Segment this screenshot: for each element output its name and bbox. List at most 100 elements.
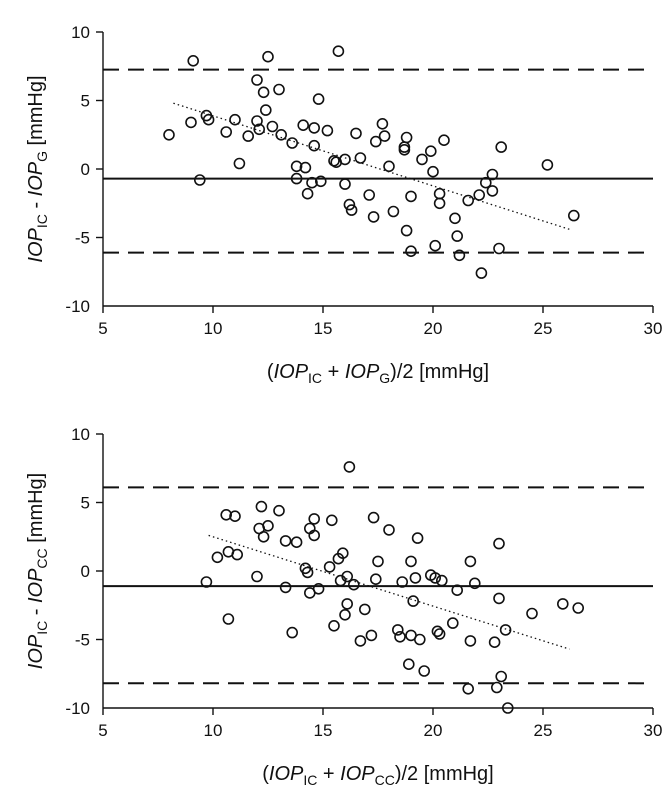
chart-1-data-point <box>343 198 356 211</box>
chart-2-data-point <box>490 681 503 694</box>
chart-1-xlabel-ref-sub: G <box>379 370 390 386</box>
chart-2-xlabel-post: )/2 [mmHg] <box>395 763 494 785</box>
chart-1-xlabel-ref: IOP <box>345 361 380 383</box>
chart-1-data-point <box>438 134 450 146</box>
chart-1-data-point <box>416 153 428 166</box>
chart-1-xtick-label: 30 <box>644 319 663 338</box>
chart-1-ylabel-ref: IOP <box>25 161 47 196</box>
chart-1-data-point <box>314 175 327 188</box>
chart-1-data-point <box>486 168 499 181</box>
chart-2-data-point <box>347 578 360 591</box>
chart-1-data-point <box>275 129 288 141</box>
chart-1-data-point <box>185 116 197 129</box>
chart-1-ylabel-mid: - <box>25 196 47 214</box>
chart-1-data-point <box>383 160 395 173</box>
chart-2-data-point <box>413 633 426 646</box>
chart-1-data-point <box>378 130 391 142</box>
chart-2-data-point <box>383 524 395 536</box>
chart-2-xtick-label: 10 <box>204 721 223 740</box>
chart-1-data-point <box>339 153 351 166</box>
chart-2-data-point <box>526 607 538 620</box>
chart-2-y-axis-label: IOPIC - IOPCC [mmHg] <box>25 473 50 669</box>
chart-1-data-point <box>433 197 446 210</box>
chart-1-data-point <box>376 118 389 130</box>
chart-2-data-point <box>556 598 569 610</box>
chart-1-axes <box>102 32 653 307</box>
chart-2-data-point <box>429 572 442 584</box>
chart-2-points <box>200 461 585 714</box>
chart-1-data-point <box>398 144 411 156</box>
chart-1-data-point <box>354 152 367 164</box>
chart-1-ytick-label: 5 <box>81 92 90 111</box>
chart-2-xlabel-pre: ( <box>262 763 269 785</box>
chart-1-xtick-label: 25 <box>534 319 553 338</box>
chart-2-axes <box>102 434 653 709</box>
chart-1-data-point <box>308 122 321 134</box>
chart-1-data-point <box>332 45 345 58</box>
chart-1-data-point <box>405 245 417 257</box>
chart-2-data-point <box>495 670 508 683</box>
chart-2-data-point <box>372 555 384 568</box>
chart-panel-2: 5 10 15 20 25 30 -10 -5 0 5 10 (IOPIC + … <box>25 425 662 788</box>
chart-1-xlabel-ic: IOP <box>274 361 309 383</box>
chart-2-data-point <box>435 574 448 587</box>
chart-2-data-point <box>431 625 444 638</box>
chart-1-data-point <box>163 129 175 141</box>
chart-1-data-point <box>194 174 206 186</box>
chart-1-data-point <box>266 120 279 133</box>
chart-2-data-point <box>369 573 382 586</box>
chart-1-reference-lines <box>103 68 653 254</box>
chart-1-data-point <box>424 145 437 157</box>
chart-1-data-point <box>363 189 376 201</box>
chart-1-xlabel-pre: ( <box>267 361 274 383</box>
chart-1-data-point <box>495 141 508 153</box>
chart-1-data-point <box>297 119 310 131</box>
chart-2-reference-lines <box>103 486 653 685</box>
chart-2-data-point <box>493 537 505 550</box>
chart-1-data-point <box>541 159 554 171</box>
chart-2-ytick-label: 5 <box>81 494 90 513</box>
chart-1-xlabel-mid: + <box>322 361 345 383</box>
chart-2-data-point <box>343 461 356 473</box>
chart-2-data-point <box>273 504 285 517</box>
chart-1-data-point <box>493 242 505 255</box>
chart-2-data-point <box>255 500 268 513</box>
chart-1-y-axis-label: IOPIC - IOPG [mmHg] <box>25 75 50 262</box>
chart-1-data-point <box>453 249 466 262</box>
chart-2-data-point <box>409 572 422 584</box>
chart-2-ylabel-ref-sub: CC <box>34 548 50 568</box>
chart-1-xtick-label: 10 <box>204 319 223 338</box>
chart-2-trend-line <box>208 534 570 650</box>
chart-1-data-point <box>308 139 321 152</box>
chart-1-xtick-label: 15 <box>314 319 333 338</box>
chart-2-xlabel-ref: IOP <box>340 763 375 785</box>
chart-2-xlabel-ref-sub: CC <box>375 772 395 788</box>
chart-1-ytick-label: 10 <box>71 23 90 42</box>
chart-2-data-point <box>464 555 477 568</box>
chart-1-data-point <box>479 176 492 189</box>
chart-1-data-point <box>290 172 303 185</box>
chart-1-ytick-label: -10 <box>65 297 90 316</box>
chart-2-data-point <box>451 584 464 597</box>
chart-2-data-point <box>418 665 431 677</box>
chart-2-data-point <box>488 636 501 649</box>
chart-2-data-point <box>336 547 349 560</box>
chart-1-trend-line <box>173 102 570 230</box>
chart-2-data-point <box>468 577 481 590</box>
chart-2-xlabel-mid: + <box>317 763 340 785</box>
chart-1-data-point <box>242 130 254 142</box>
chart-1-xlabel-ic-sub: IC <box>308 370 322 386</box>
chart-2-data-point <box>341 570 354 583</box>
chart-2-data-point <box>367 511 380 524</box>
chart-1-data-point <box>251 115 263 127</box>
chart-1-data-point <box>473 189 486 201</box>
chart-2-data-point <box>279 535 292 547</box>
chart-1-data-point <box>339 178 351 190</box>
chart-2-data-point <box>572 602 585 614</box>
chart-1-data-point <box>290 160 303 173</box>
chart-1-data-point <box>462 194 475 207</box>
chart-1-data-point <box>229 113 241 126</box>
chart-2-data-point <box>394 630 406 643</box>
chart-2-xlabel-ic-sub: IC <box>303 772 317 788</box>
chart-1-data-point <box>449 212 461 225</box>
